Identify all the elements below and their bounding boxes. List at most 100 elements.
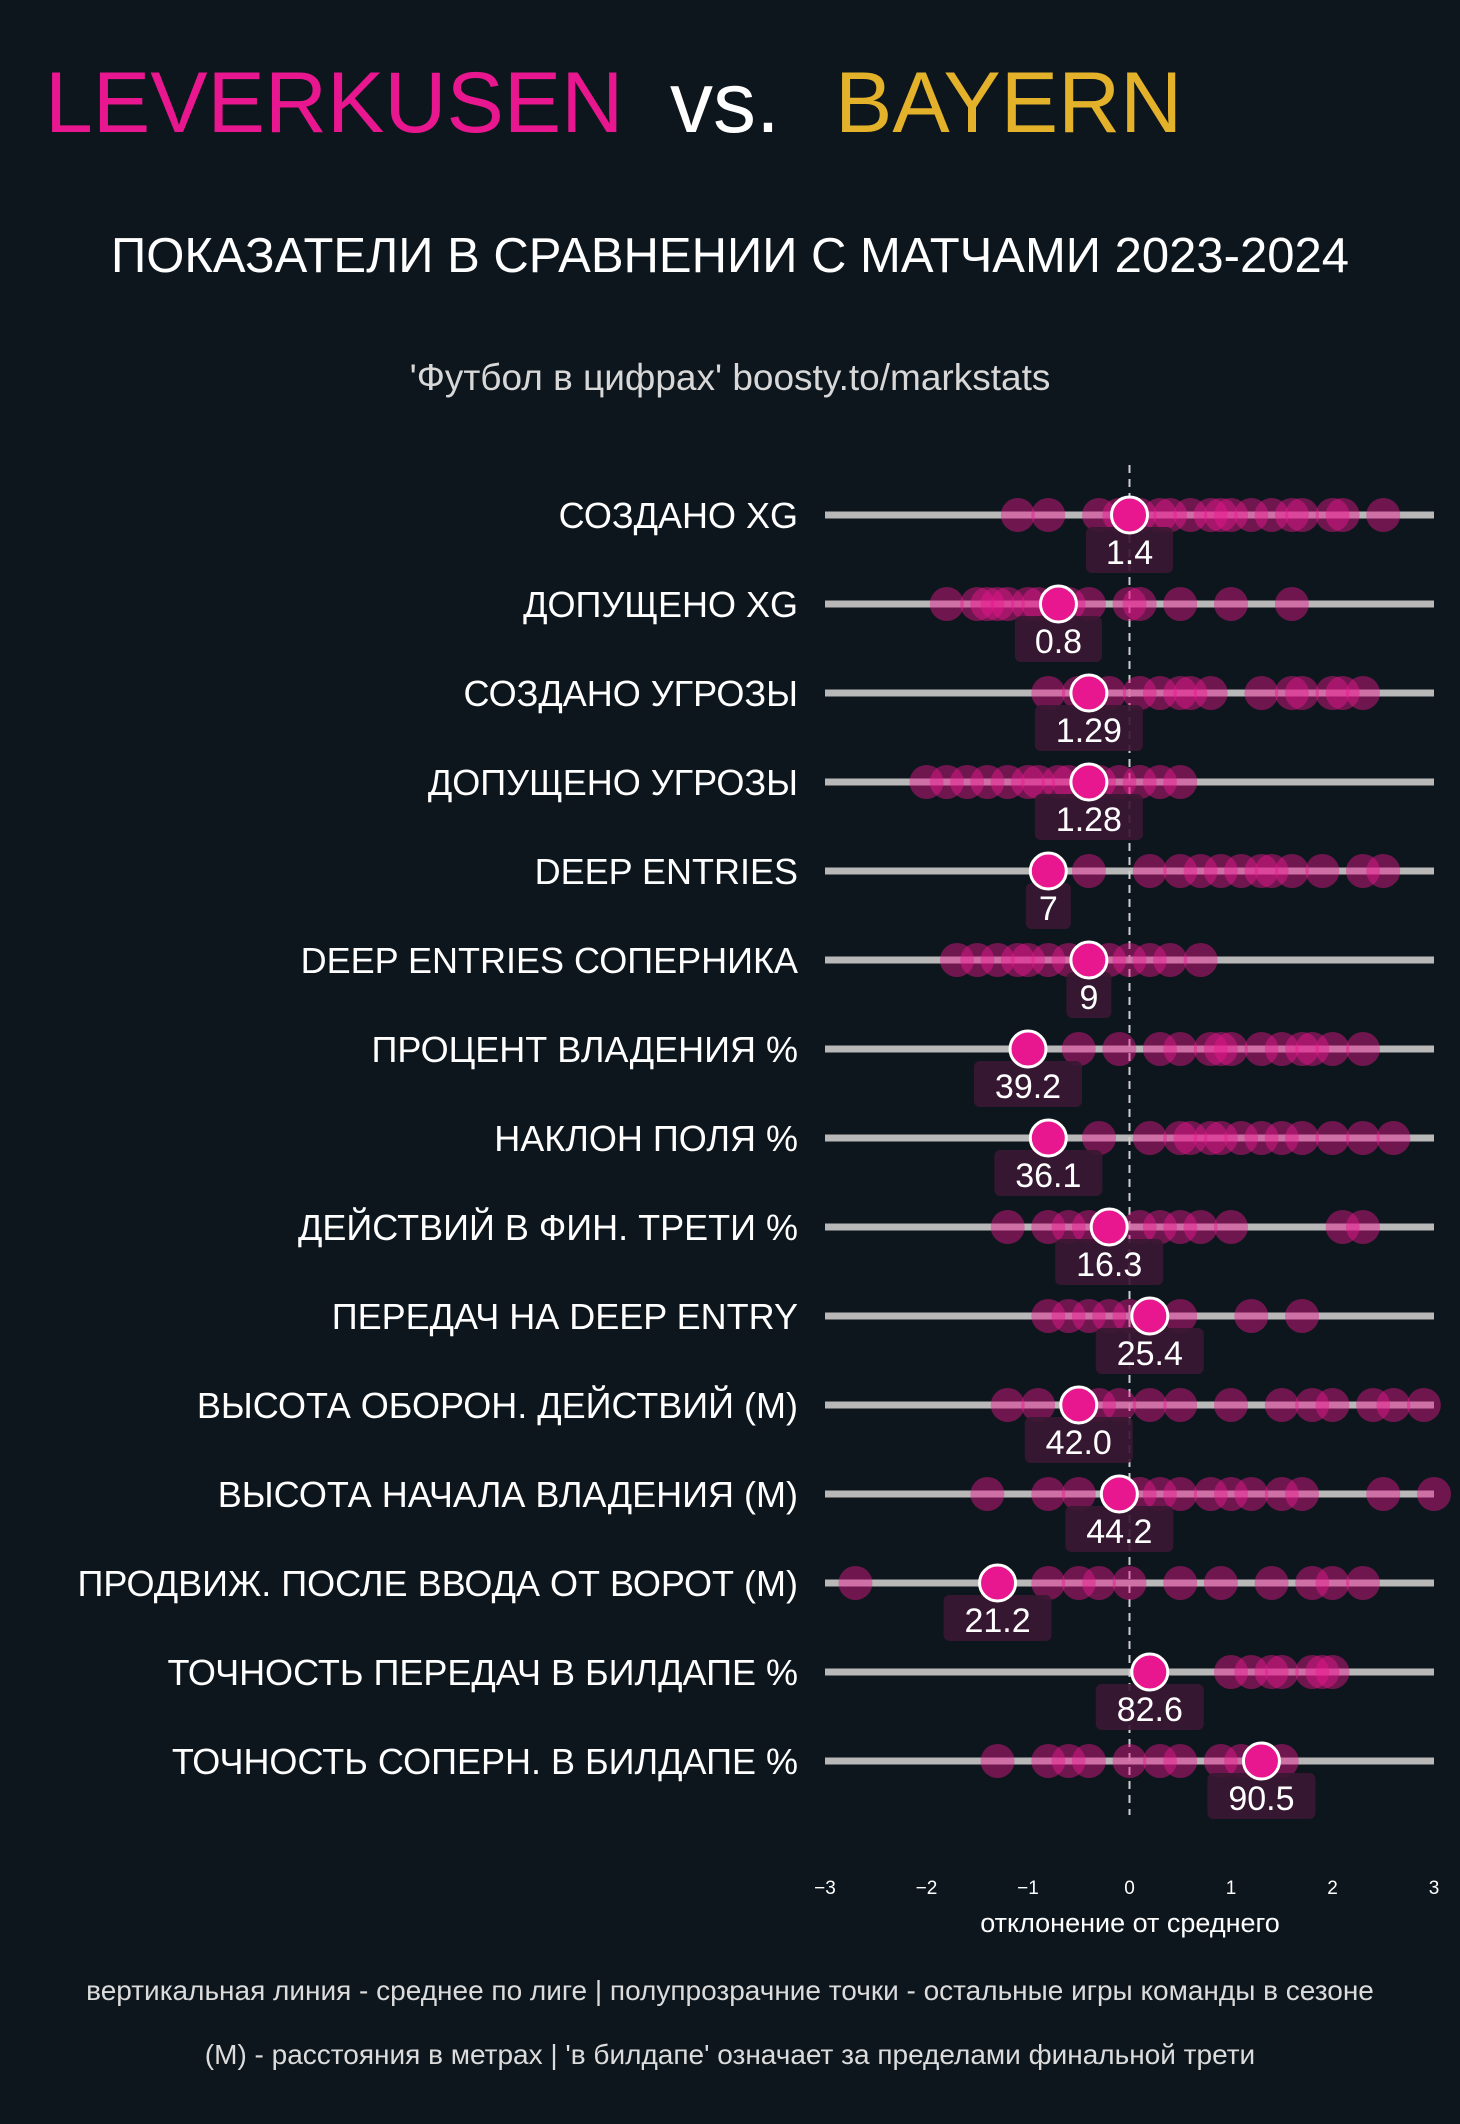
metric-label: DEEP ENTRIES СОПЕРНИКА — [301, 940, 798, 981]
season-point — [1244, 676, 1279, 710]
match-point — [1008, 1029, 1048, 1069]
match-value-box — [994, 1150, 1103, 1196]
season-point — [1061, 1032, 1096, 1066]
match-point — [1130, 1296, 1170, 1336]
season-point — [1173, 1121, 1208, 1155]
season-point — [1254, 1655, 1289, 1689]
season-point — [1234, 1477, 1269, 1511]
match-value-box — [1034, 705, 1143, 751]
season-point — [960, 943, 995, 977]
season-point — [1082, 1566, 1117, 1600]
season-point — [1274, 676, 1309, 710]
season-point — [1122, 587, 1157, 621]
plot-area: СОЗДАНО XG 1.4 ДОПУЩЕНО XG 0.8 СОЗДАНО УГРОЗ… — [77, 465, 1451, 1899]
season-point — [1376, 1388, 1411, 1422]
season-point — [1193, 1121, 1228, 1155]
season-point — [1011, 943, 1045, 977]
season-point — [1315, 1032, 1350, 1066]
season-point — [1315, 1566, 1350, 1600]
x-tick-label: −2 — [916, 1878, 938, 1899]
season-point — [1163, 765, 1198, 799]
season-point — [1071, 1744, 1106, 1778]
match-value-box — [1066, 972, 1112, 1018]
match-value-label: 7 — [1039, 890, 1058, 928]
season-point — [1345, 676, 1380, 710]
match-value-box — [1095, 1328, 1204, 1374]
season-point — [1021, 765, 1056, 799]
season-point — [929, 765, 964, 799]
season-point — [1244, 1032, 1279, 1066]
season-point — [990, 765, 1025, 799]
title-team1: LEVERKUSEN — [45, 55, 623, 151]
season-point — [1264, 1032, 1299, 1066]
season-point — [1224, 1121, 1259, 1155]
match-point — [1069, 673, 1109, 713]
match-point — [1059, 1385, 1099, 1425]
season-point — [1142, 676, 1177, 710]
season-point — [1203, 498, 1238, 532]
season-point — [1011, 765, 1045, 799]
season-point — [1193, 1477, 1228, 1511]
season-point — [1112, 1744, 1147, 1778]
metric-label: ТОЧНОСТЬ СОПЕРН. В БИЛДАПЕ % — [172, 1741, 798, 1782]
season-point — [970, 1477, 1005, 1511]
season-point — [1183, 854, 1218, 888]
season-point — [1315, 498, 1350, 532]
season-point — [1011, 587, 1045, 621]
season-point — [1163, 1032, 1198, 1066]
season-point — [1142, 498, 1177, 532]
season-point — [1031, 1477, 1066, 1511]
season-point — [1183, 1210, 1218, 1244]
match-point — [1028, 1118, 1068, 1158]
season-point — [1000, 498, 1035, 532]
season-point — [1082, 498, 1117, 532]
match-value-label: 44.2 — [1086, 1513, 1152, 1551]
metric-label: ПРОДВИЖ. ПОСЛЕ ВВОДА ОТ ВОРОТ (М) — [77, 1563, 798, 1604]
season-point — [1142, 1744, 1177, 1778]
match-value-box — [1014, 616, 1102, 662]
title-team2: BAYERN — [835, 55, 1182, 151]
match-value-label: 21.2 — [964, 1602, 1030, 1640]
season-point — [950, 765, 985, 799]
season-point — [1274, 587, 1309, 621]
metric-label: ДОПУЩЕНО УГРОЗЫ — [428, 762, 798, 803]
match-point — [978, 1563, 1018, 1603]
season-point — [1345, 1566, 1380, 1600]
season-point — [980, 587, 1015, 621]
match-value-label: 0.8 — [1035, 623, 1082, 661]
season-point — [909, 765, 944, 799]
season-point — [1345, 854, 1380, 888]
metric-label: ВЫСОТА НАЧАЛА ВЛАДЕНИЯ (М) — [218, 1474, 798, 1515]
season-point — [1163, 1744, 1198, 1778]
season-point — [1244, 1121, 1279, 1155]
match-value-label: 90.5 — [1228, 1780, 1294, 1818]
title-vs: vs. — [670, 55, 780, 151]
metric-label: DEEP ENTRIES — [535, 851, 798, 892]
season-point — [1132, 1121, 1167, 1155]
metric-label: ТОЧНОСТЬ ПЕРЕДАЧ В БИЛДАПЕ % — [167, 1652, 798, 1693]
season-point — [1214, 1210, 1248, 1244]
season-point — [1142, 1210, 1177, 1244]
season-point — [1031, 943, 1066, 977]
season-point — [1406, 1388, 1441, 1422]
season-point — [1366, 498, 1401, 532]
x-axis-title: отклонение от среднего — [980, 1908, 1280, 1938]
match-point — [1130, 1652, 1170, 1692]
season-point — [1214, 1032, 1248, 1066]
season-point — [1345, 1210, 1380, 1244]
match-value-box — [943, 1595, 1052, 1641]
season-point — [1315, 676, 1350, 710]
season-point — [1173, 498, 1208, 532]
season-point — [1102, 1388, 1137, 1422]
match-point — [1099, 1474, 1139, 1514]
metric-label: ДЕЙСТВИЙ В ФИН. ТРЕТИ % — [298, 1206, 798, 1248]
season-point — [1356, 1388, 1391, 1422]
match-value-label: 36.1 — [1015, 1157, 1081, 1195]
match-value-box — [1095, 1684, 1204, 1730]
season-point — [1061, 1477, 1096, 1511]
season-point — [1163, 1477, 1198, 1511]
season-point — [1193, 498, 1228, 532]
season-point — [1244, 854, 1279, 888]
season-point — [1264, 1655, 1299, 1689]
